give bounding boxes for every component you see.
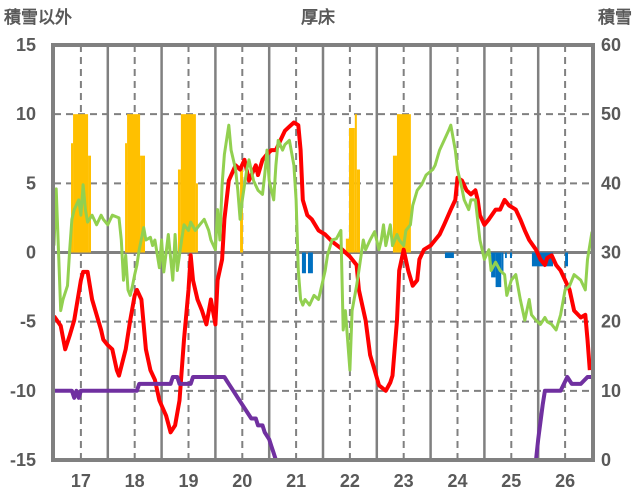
orange-bar [177,169,181,253]
orange-bar [195,183,198,253]
x-tick-label: 20 [232,471,252,491]
x-tick-label: 19 [178,471,198,491]
green-series-line [52,123,594,372]
orange-bar [354,114,357,253]
orange-bar [140,155,146,253]
left-tick-label: -5 [20,312,36,332]
orange-bar [345,238,350,253]
tick-labels: 17 18 19 20 21 22 23 24 25 26151050-5-10-15605040… [10,35,621,491]
right-tick-label: 50 [601,104,621,124]
blue-bar [444,252,454,259]
orange-bar [180,114,196,253]
left-axis-title: 積雪以外 [4,7,72,28]
right-tick-label: 10 [601,381,621,401]
x-tick-label: 18 [125,471,145,491]
x-tick-label: 17 [71,471,91,491]
right-tick-label: 0 [601,450,611,470]
right-tick-label: 30 [601,243,621,263]
bar-layer [71,114,569,288]
right-tick-label: 40 [601,173,621,193]
x-tick-label: 25 [501,471,521,491]
orange-bar [73,114,89,253]
blue-bar [307,252,313,274]
left-tick-label: 15 [16,35,36,55]
blue-bar [501,252,504,272]
red-series-line [52,120,592,435]
right-axis-title: 積雪 [598,7,632,28]
orange-bar [392,155,397,253]
left-tick-label: -15 [10,450,36,470]
left-tick-label: 5 [26,173,36,193]
x-tick-label: 21 [286,471,306,491]
line-layer [52,120,594,462]
orange-bar [125,143,128,253]
orange-bar [71,143,74,253]
plot-frame [51,43,595,462]
blue-bar [565,252,569,267]
x-tick-label: 23 [394,471,414,491]
left-tick-label: -10 [10,381,36,401]
blue-bar [301,252,306,274]
orange-bar [396,114,411,253]
orange-bar [356,169,360,253]
chart-title: 厚床 [301,7,336,28]
left-tick-label: 10 [16,104,36,124]
orange-bar [88,155,91,253]
right-tick-label: 60 [601,35,621,55]
blue-bar [505,252,507,259]
x-tick-label: 24 [447,471,467,491]
orange-bar [349,128,355,253]
x-tick-label: 22 [340,471,360,491]
blue-bar [509,252,512,259]
x-tick-label: 26 [555,471,575,491]
purple-series-line [54,375,592,462]
orange-bar [127,114,141,253]
left-tick-label: 0 [26,243,36,263]
right-tick-label: 20 [601,312,621,332]
